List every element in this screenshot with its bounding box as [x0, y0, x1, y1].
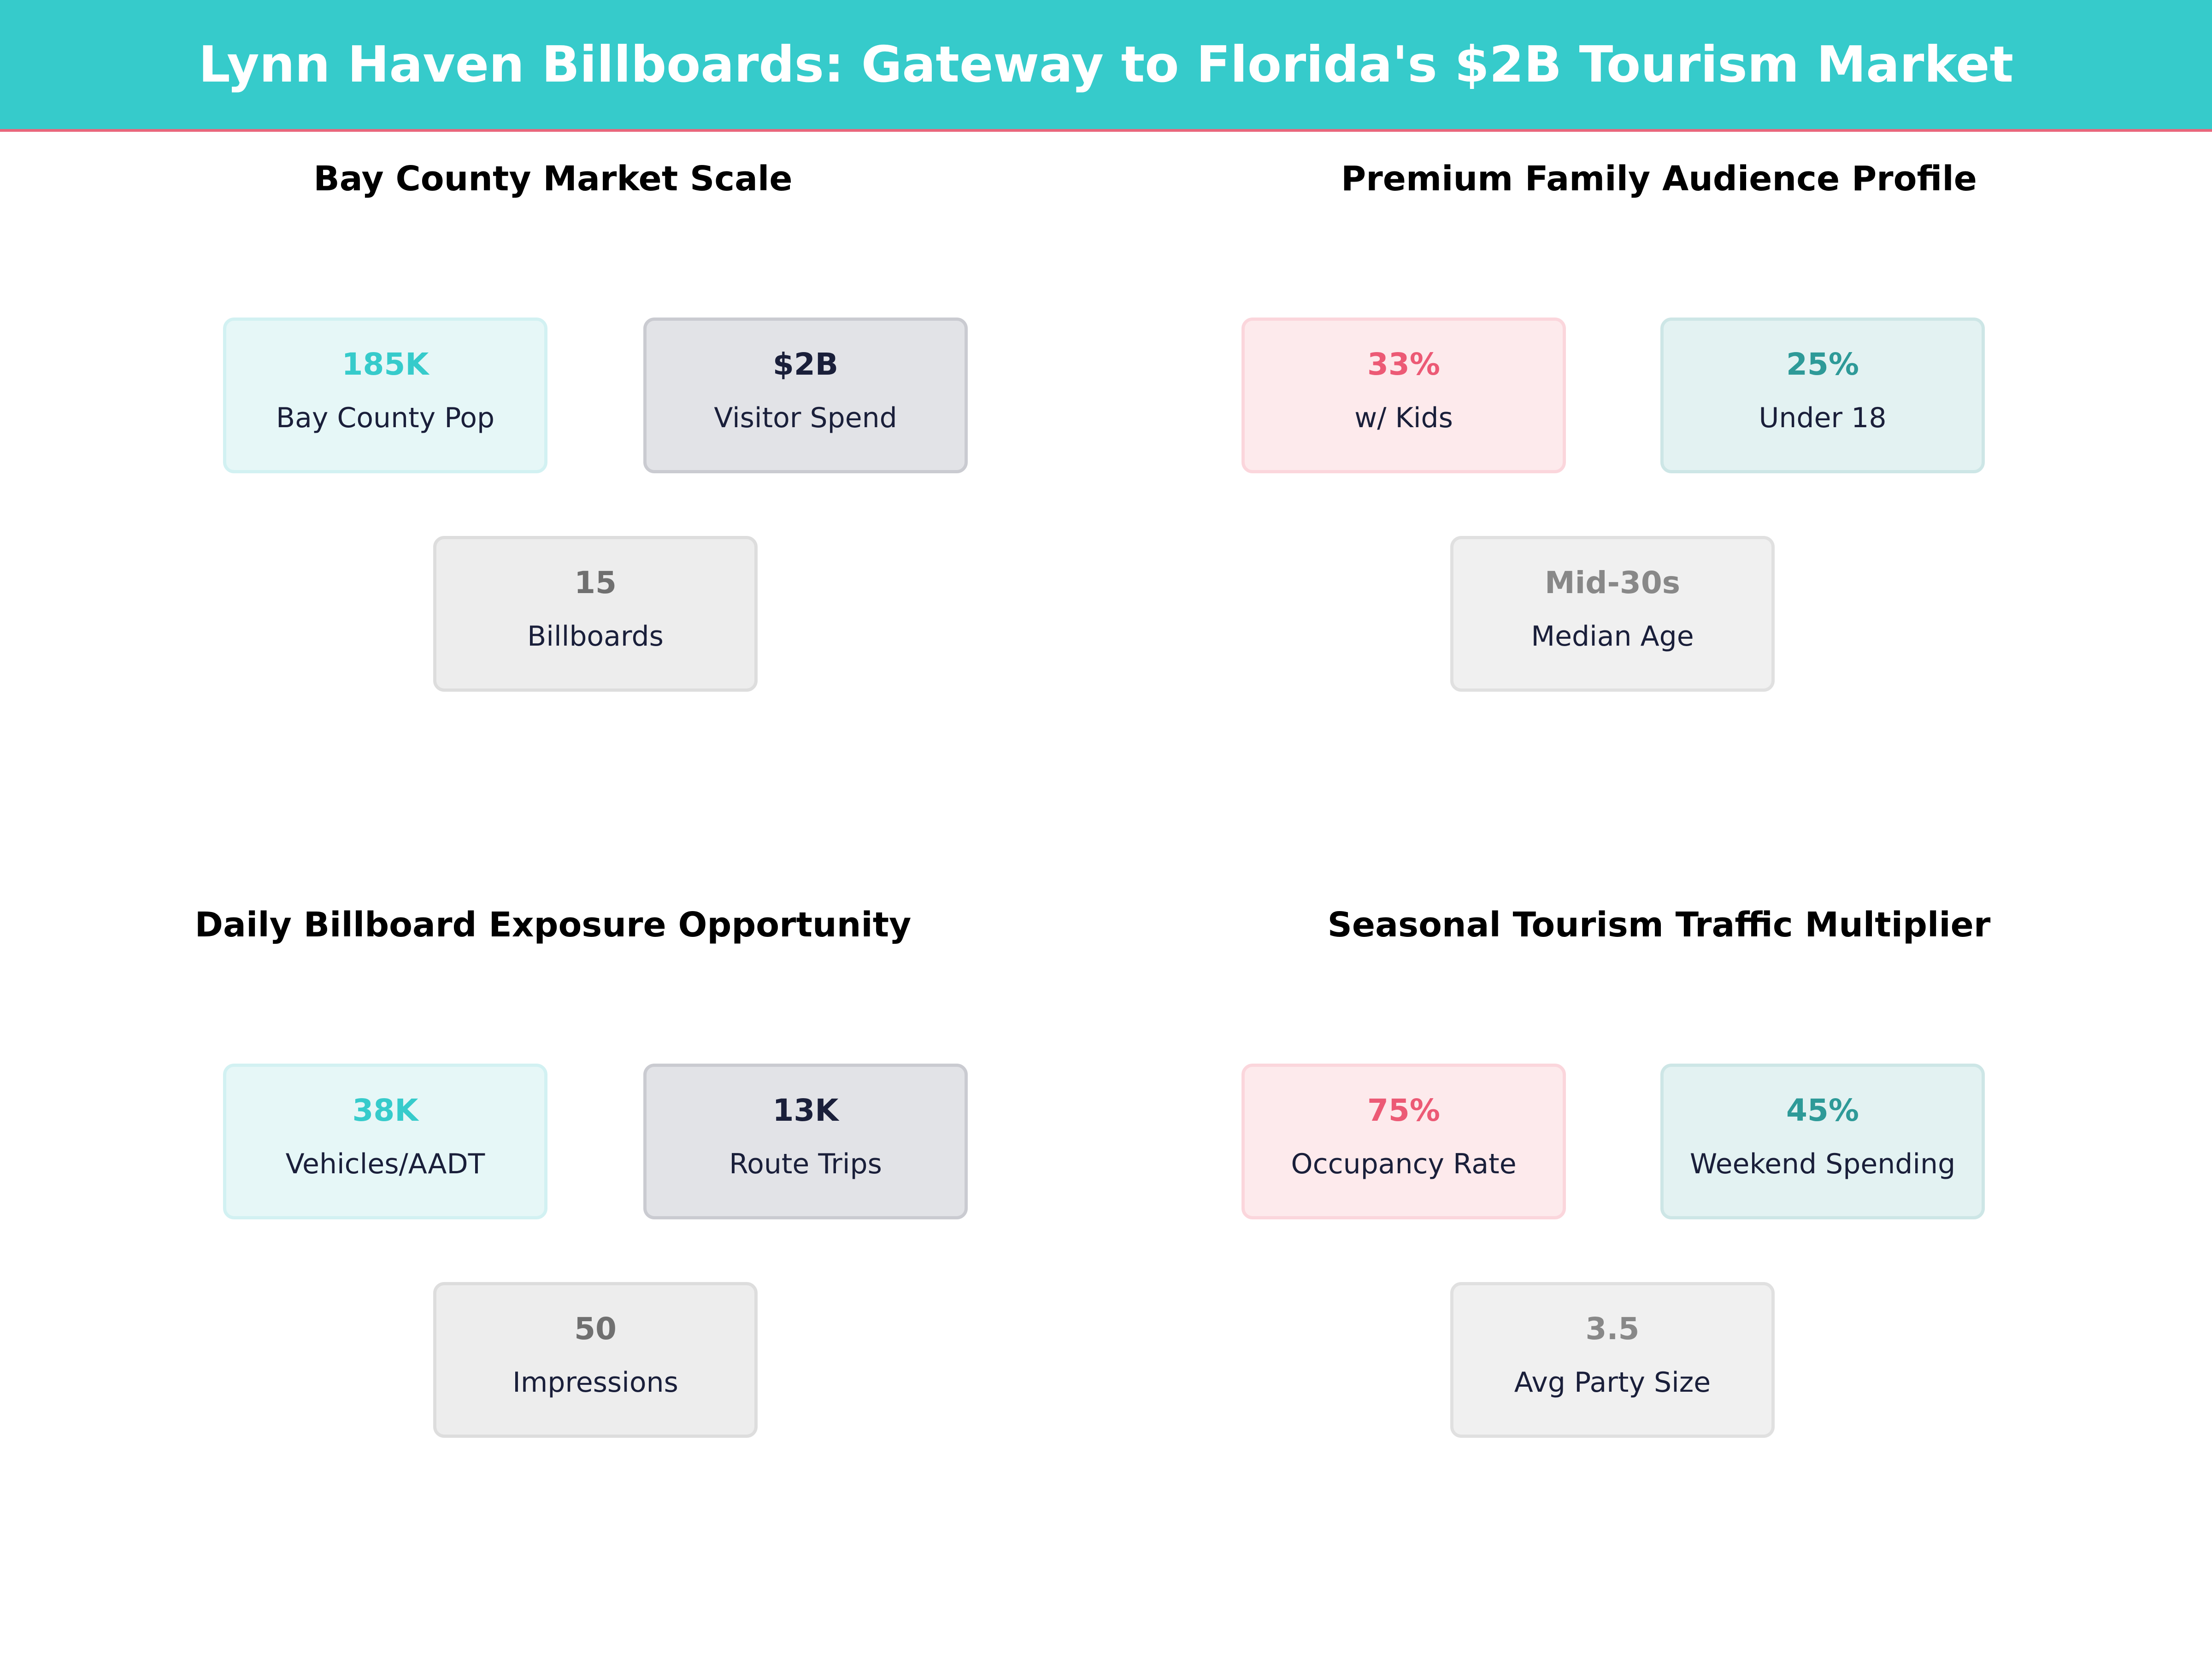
panel-title: Seasonal Tourism Traffic Multiplier	[1327, 905, 1991, 945]
header-banner: Lynn Haven Billboards: Gateway to Florid…	[0, 0, 2212, 132]
stat-card: 15 Billboards	[433, 536, 758, 692]
stat-value: 3.5	[1585, 1311, 1640, 1347]
panel-audience-profile: Premium Family Audience Profile 33% w/ Ki…	[1106, 0, 2212, 747]
stat-value: 33%	[1367, 347, 1440, 382]
stat-label: Occupancy Rate	[1291, 1148, 1517, 1180]
panel-title: Daily Billboard Exposure Opportunity	[194, 905, 912, 945]
stat-value: 75%	[1367, 1093, 1440, 1128]
stat-value: $2B	[772, 347, 839, 382]
stat-card: Mid-30s Median Age	[1450, 536, 1775, 692]
panel-title: Premium Family Audience Profile	[1341, 159, 1977, 199]
stat-card: 3.5 Avg Party Size	[1450, 1282, 1775, 1438]
panel-exposure: Daily Billboard Exposure Opportunity 38K…	[0, 746, 1106, 1493]
panel-market-scale: Bay County Market Scale 185K Bay County P…	[0, 0, 1106, 747]
stat-value: 50	[574, 1311, 617, 1347]
stat-card: 33% w/ Kids	[1241, 318, 1566, 473]
page-title: Lynn Haven Billboards: Gateway to Florid…	[198, 35, 2014, 94]
stat-label: Visitor Spend	[714, 402, 897, 434]
stat-value: 185K	[341, 347, 429, 382]
stat-label: Impressions	[512, 1366, 678, 1399]
stat-card: 38K Vehicles/AADT	[223, 1064, 547, 1219]
stat-label: Under 18	[1759, 402, 1887, 434]
stat-value: 38K	[352, 1093, 418, 1128]
panel-title: Bay County Market Scale	[313, 159, 793, 199]
stat-label: w/ Kids	[1354, 402, 1453, 434]
stat-card: 13K Route Trips	[643, 1064, 968, 1219]
stat-value: 15	[574, 565, 617, 600]
stat-label: Route Trips	[729, 1148, 882, 1180]
stat-label: Bay County Pop	[276, 402, 495, 434]
stat-value: 45%	[1786, 1093, 1859, 1128]
stat-card: 45% Weekend Spending	[1660, 1064, 1985, 1219]
panel-seasonal: Seasonal Tourism Traffic Multiplier 75% O…	[1106, 746, 2212, 1493]
stat-card: 50 Impressions	[433, 1282, 758, 1438]
stat-value: 25%	[1786, 347, 1859, 382]
stat-label: Median Age	[1531, 620, 1694, 653]
stat-label: Billboards	[527, 620, 664, 653]
stat-label: Weekend Spending	[1689, 1148, 1956, 1180]
stat-card: 185K Bay County Pop	[223, 318, 547, 473]
stat-value: 13K	[772, 1093, 839, 1128]
stat-card: $2B Visitor Spend	[643, 318, 968, 473]
stat-value: Mid-30s	[1544, 565, 1681, 600]
stat-label: Vehicles/AADT	[285, 1148, 485, 1180]
stat-label: Avg Party Size	[1514, 1366, 1711, 1399]
stat-card: 25% Under 18	[1660, 318, 1985, 473]
stat-card: 75% Occupancy Rate	[1241, 1064, 1566, 1219]
